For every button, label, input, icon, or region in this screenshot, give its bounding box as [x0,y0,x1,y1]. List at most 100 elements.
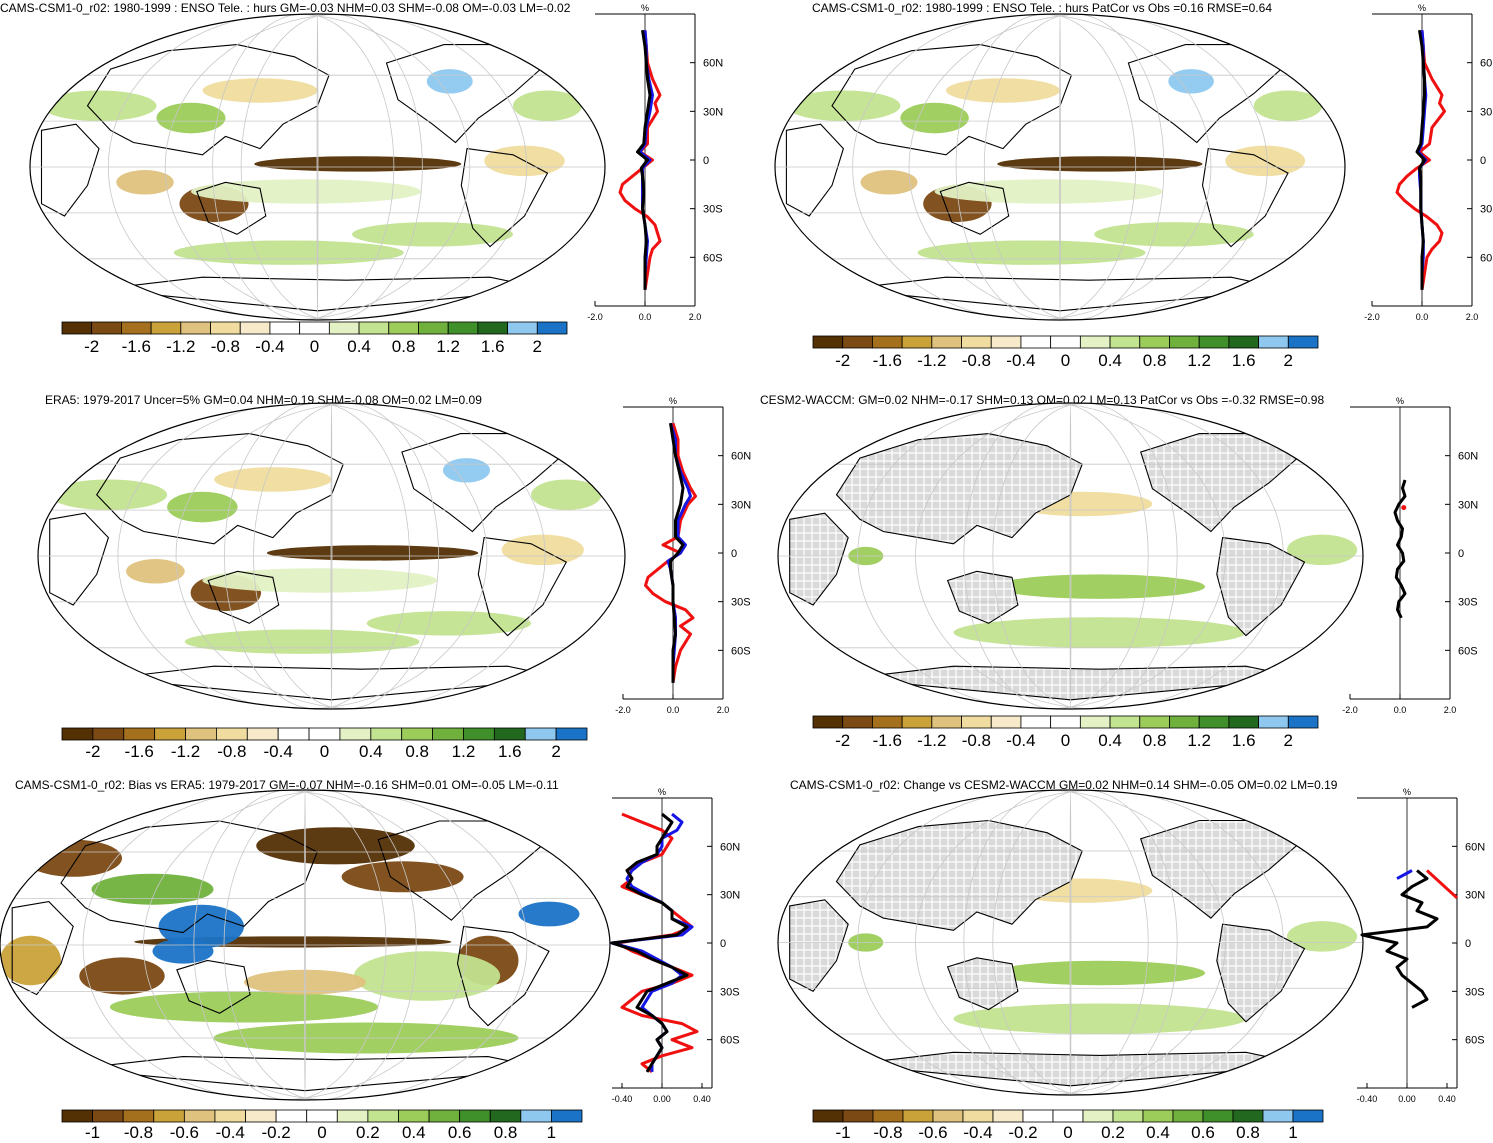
p1-colorbar-swatch [121,321,152,335]
p4-colorbar-swatch [901,715,933,729]
p4-colorbar-swatch [1258,715,1289,729]
p1-colorbar: -2 -1.6 -1.2 -0.8 -0.4 0 0.4 0.8 1.2 1.6 2 [61,321,568,356]
p2-lat-tick: 60S [1480,252,1493,264]
p6-unit-label: % [1403,787,1411,797]
p1-lat-tick: 0 [703,155,709,167]
p6-lat-tick: 60S [1465,1035,1485,1047]
p4-colorbar-swatch [990,715,1022,729]
p6-value-tick: 0.40 [1438,1094,1456,1104]
p6-value-tick: -0.40 [1357,1094,1378,1104]
p5-zonal-mean-plot: % 60N 30N 0 30S 60S -0.40 0.00 0.40 [610,787,740,1104]
p4-lat-tick: 30N [1458,499,1478,511]
p6-series-ref-line [1360,869,1439,1009]
p5-colorbar-swatch [489,1109,522,1123]
panel-title: CAMS-CSM1-0_r02: 1980-1999 : ENSO Tele. … [812,1,1272,15]
p6-colorbar-label: -0.8 [873,1123,902,1142]
p4-lat-tick: 30S [1458,597,1478,609]
p2-colorbar-swatch [842,335,873,349]
p3-colorbar-swatch [370,727,403,741]
p1-lat-tick: 60S [703,252,723,264]
p2-unit-label: % [1418,3,1426,13]
p1-colorbar-swatch [180,321,211,335]
p6-colorbar-label: -0.4 [963,1123,992,1142]
p5-colorbar-swatch [122,1109,155,1123]
p5-colorbar-swatch [428,1109,461,1123]
panel-change: CAMS-CSM1-0_r02: Change vs CESM2-WACCM G… [760,770,1493,1143]
p2-colorbar-swatch [872,335,903,349]
p4-value-tick: 2.0 [1444,705,1457,715]
p1-colorbar-label: -1.2 [166,337,195,356]
p1-colorbar-swatch [507,321,538,335]
p3-lat-tick: 30N [731,499,751,511]
p4-colorbar-swatch [1169,715,1200,729]
p4-unit-label: % [1396,396,1404,406]
panel-bias: CAMS-CSM1-0_r02: Bias vs ERA5: 1979-2017… [0,770,760,1143]
p5-lat-tick: 60S [720,1035,740,1047]
p2-zonal-mean-plot: % 60N 30N 0 30S 60S -2.0 0.0 2.0 [1364,3,1493,322]
p3-colorbar-swatch [339,727,372,741]
p6-colorbar-swatch [1232,1109,1264,1123]
p1-colorbar-swatch [358,321,390,335]
p6-colorbar-swatch [1142,1109,1174,1123]
p4-colorbar-label: 0.8 [1143,731,1167,750]
p4-colorbar-swatch [1287,715,1319,729]
p5-colorbar-swatch [551,1109,583,1123]
p6-colorbar-swatch [872,1109,904,1123]
p2-colorbar-swatch [931,335,962,349]
p4-colorbar-label: 0.4 [1098,731,1122,750]
p6-value-tick: 0.00 [1398,1094,1416,1104]
p2-colorbar-swatch [1258,335,1289,349]
p3-zonal-mean-plot: % 60N 30N 0 30S 60S -2.0 0.0 2.0 [615,396,751,715]
p3-colorbar-swatch [524,727,557,741]
p1-colorbar-label: 2 [533,337,542,356]
p2-colorbar-swatch [961,335,992,349]
p3-lat-tick: 30S [731,597,751,609]
p5-colorbar-swatch [520,1109,552,1123]
panel-title: CAMS-CSM1-0_r02: 1980-1999 : ENSO Tele. … [0,1,571,15]
p1-colorbar-label: 0 [310,337,319,356]
p1-colorbar-swatch [328,321,360,335]
p4-colorbar-swatch [1139,715,1170,729]
panel-title: CAMS-CSM1-0_r02: Change vs CESM2-WACCM G… [790,778,1338,792]
p5-colorbar-label: 0 [317,1123,326,1142]
p6-colorbar-swatch [1022,1109,1054,1123]
p6-colorbar-swatch [1112,1109,1144,1123]
p6-colorbar-swatch [1292,1109,1324,1123]
p5-value-tick: 0.00 [653,1094,671,1104]
p6-colorbar-swatch [842,1109,874,1123]
p5-colorbar-swatch [306,1109,338,1123]
p1-colorbar-label: 0.8 [392,337,416,356]
p5-colorbar-label: -0.8 [124,1123,153,1142]
p1-colorbar-swatch [269,321,301,335]
p4-colorbar-label: 1.6 [1232,731,1256,750]
p4-colorbar-swatch [1198,715,1230,729]
p1-value-tick: -2.0 [587,312,603,322]
p5-colorbar-swatch [275,1109,308,1123]
p6-colorbar-swatch [902,1109,934,1123]
panel-model-enso: CAMS-CSM1-0_r02: 1980-1999 : ENSO Tele. … [0,0,760,375]
p2-colorbar-swatch [812,335,844,349]
p1-colorbar-swatch [477,321,508,335]
p1-colorbar-swatch [299,321,330,335]
p3-colorbar-label: 1.2 [452,742,476,761]
p2-colorbar-label: 1.6 [1232,351,1256,370]
p6-zonal-mean-plot: % 60N 30N 0 30S 60S -0.40 0.00 0.40 [1357,787,1485,1104]
p5-colorbar-swatch [214,1109,246,1123]
p2-colorbar-label: -0.8 [962,351,991,370]
p4-colorbar-swatch [1050,715,1081,729]
p1-colorbar-label: 1.2 [436,337,460,356]
p2-colorbar-swatch [990,335,1022,349]
p1-colorbar-swatch [61,321,93,335]
p6-colorbar-swatch [1082,1109,1114,1123]
p3-colorbar-swatch [92,727,125,741]
p5-colorbar-label: 1 [547,1123,556,1142]
p6-colorbar-swatch [1262,1109,1294,1123]
p3-colorbar-swatch [61,727,94,741]
p5-colorbar-swatch [61,1109,93,1123]
p3-colorbar-label: 0 [320,742,329,761]
p2-colorbar-label: -0.4 [1006,351,1035,370]
p6-series-model-line [1396,869,1413,880]
p6-colorbar-label: -0.6 [918,1123,947,1142]
p2-colorbar-swatch [1020,335,1052,349]
p2-lat-tick: 30N [1480,106,1493,118]
